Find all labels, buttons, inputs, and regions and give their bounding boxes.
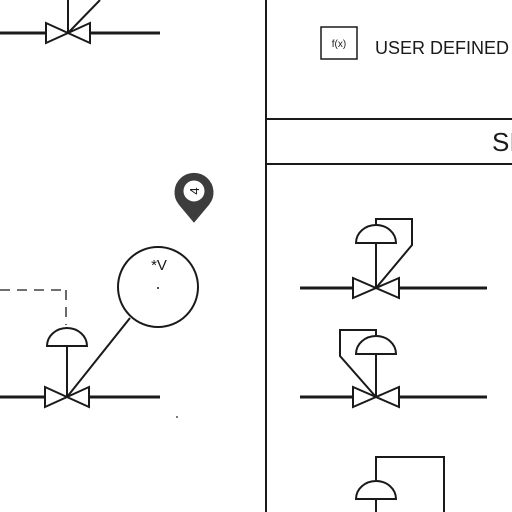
signal-line	[67, 0, 101, 34]
legend-valve-2	[300, 329, 487, 409]
diaphragm-actuator	[354, 335, 398, 355]
feedback-loop	[375, 218, 413, 289]
diaphragm-actuator	[354, 224, 398, 244]
diaphragm-actuator	[354, 480, 398, 500]
signal-line	[66, 317, 131, 398]
legend-valve-3	[354, 456, 445, 512]
top-valve	[0, 0, 160, 45]
speck	[176, 416, 178, 418]
bottom-left-valve	[0, 317, 160, 409]
dashed-signal	[0, 289, 67, 325]
marker-badge	[182, 179, 206, 203]
right-panel	[265, 0, 512, 512]
section-heading: SI	[492, 127, 512, 157]
valve-body-right	[373, 276, 400, 300]
marker-label: 4	[187, 187, 202, 194]
center-dot	[157, 287, 159, 289]
location-marker[interactable]: 4	[174, 172, 214, 223]
valve-body-right	[64, 385, 90, 409]
valve-body-left	[45, 21, 71, 45]
feedback-loop	[375, 456, 445, 512]
valve-body-right	[373, 385, 400, 409]
instrument-tag: *V	[151, 257, 167, 274]
valve-body-right	[65, 21, 91, 45]
valve-body-left	[44, 385, 70, 409]
fx-box	[320, 26, 358, 60]
legend-valve-1	[300, 218, 487, 300]
fx-symbol: f(x)	[332, 39, 346, 50]
feedback-loop	[339, 329, 377, 398]
valve-body-left	[352, 385, 379, 409]
instrument-bubble: *V	[117, 246, 199, 328]
diaphragm-actuator	[45, 327, 89, 347]
valve-body-left	[352, 276, 379, 300]
user-defined-label: USER DEFINED	[375, 38, 509, 58]
legend-user-defined: f(x) USER DEFINED	[320, 26, 509, 60]
